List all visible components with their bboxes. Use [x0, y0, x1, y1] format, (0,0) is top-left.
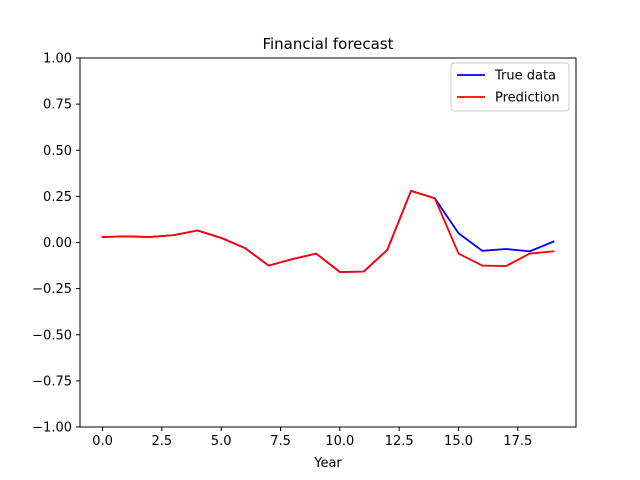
series-layer [101, 189, 555, 273]
x-axis-label: Year [313, 456, 342, 471]
y-tick-label: −0.50 [32, 328, 72, 343]
y-tick-label: 0.75 [43, 98, 72, 113]
legend-entries: True data Prediction [457, 69, 560, 106]
plot-border [79, 57, 577, 428]
y-tick-label: −0.25 [32, 282, 72, 297]
chart-title: Financial forecast [262, 35, 393, 53]
y-tick-label: −0.75 [32, 374, 72, 389]
x-tick-label: 7.5 [270, 434, 291, 449]
plot-frame [80, 58, 576, 427]
x-axis: 0.0 2.5 5.0 7.5 10.0 12.5 15.0 17.5 [92, 427, 532, 449]
legend-label: True data [494, 69, 556, 84]
y-tick-label: 0.00 [43, 236, 72, 251]
x-tick-label: 0.0 [92, 434, 113, 449]
x-tick-label: 10.0 [325, 434, 354, 449]
x-tick-label: 12.5 [385, 434, 414, 449]
y-tick-label: −1.00 [32, 421, 72, 436]
y-tick-label: 1.00 [43, 52, 72, 67]
x-tick-label: 17.5 [503, 434, 532, 449]
x-tick-label: 15.0 [444, 434, 473, 449]
series-line-prediction [101, 189, 555, 273]
x-tick-label: 2.5 [152, 434, 173, 449]
y-axis: −1.00 −0.75 −0.50 −0.25 0.00 0.25 0.50 0.75 1.00 [32, 52, 80, 436]
plot-area: 0.0 2.5 5.0 7.5 10.0 12.5 15.0 17.5 −1.00−0.75−… [32, 52, 577, 449]
x-tick-label: 5.0 [211, 434, 232, 449]
legend: True data Prediction [450, 62, 570, 112]
legend-label: Prediction [495, 91, 560, 106]
y-tick-label: 0.50 [43, 144, 72, 159]
y-tick-label: 0.25 [43, 190, 72, 205]
